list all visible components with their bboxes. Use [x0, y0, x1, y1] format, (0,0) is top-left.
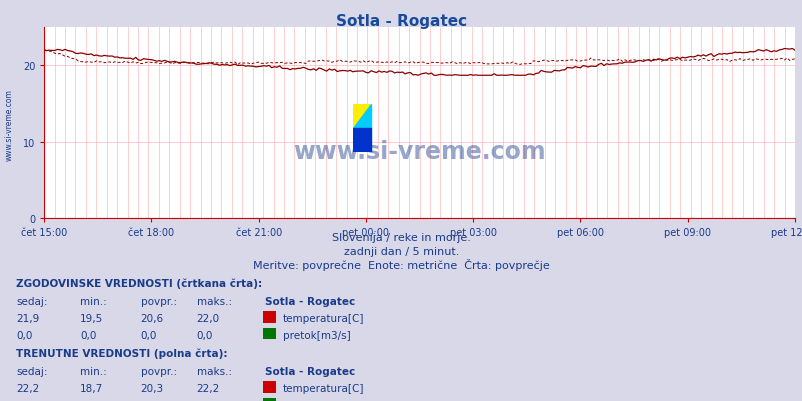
Text: temperatura[C]: temperatura[C]	[282, 383, 363, 393]
Text: 22,2: 22,2	[196, 383, 220, 393]
Text: povpr.:: povpr.:	[140, 296, 176, 306]
Text: 20,3: 20,3	[140, 383, 164, 393]
Text: 18,7: 18,7	[80, 383, 103, 393]
Text: temperatura[C]: temperatura[C]	[282, 314, 363, 324]
Polygon shape	[353, 128, 371, 152]
Text: sedaj:: sedaj:	[16, 366, 47, 376]
Text: 0,0: 0,0	[16, 400, 32, 401]
Text: TRENUTNE VREDNOSTI (polna črta):: TRENUTNE VREDNOSTI (polna črta):	[16, 348, 227, 358]
Text: povpr.:: povpr.:	[140, 366, 176, 376]
Text: www.si-vreme.com: www.si-vreme.com	[293, 140, 545, 164]
Text: pretok[m3/s]: pretok[m3/s]	[282, 400, 350, 401]
Text: maks.:: maks.:	[196, 366, 232, 376]
Text: 0,0: 0,0	[80, 330, 96, 340]
Text: 21,9: 21,9	[16, 314, 39, 324]
Text: 19,5: 19,5	[80, 314, 103, 324]
Text: min.:: min.:	[80, 366, 107, 376]
Text: maks.:: maks.:	[196, 296, 232, 306]
Text: zadnji dan / 5 minut.: zadnji dan / 5 minut.	[343, 247, 459, 257]
Text: 22,2: 22,2	[16, 383, 39, 393]
Text: pretok[m3/s]: pretok[m3/s]	[282, 330, 350, 340]
Text: Sotla - Rogatec: Sotla - Rogatec	[265, 296, 354, 306]
Text: 0,0: 0,0	[80, 400, 96, 401]
Text: Slovenija / reke in morje.: Slovenija / reke in morje.	[332, 233, 470, 243]
Text: 0,0: 0,0	[140, 330, 156, 340]
Text: 0,0: 0,0	[16, 330, 32, 340]
Text: 0,0: 0,0	[196, 330, 213, 340]
Polygon shape	[353, 104, 371, 128]
Text: sedaj:: sedaj:	[16, 296, 47, 306]
Text: 0,0: 0,0	[196, 400, 213, 401]
Text: Meritve: povprečne  Enote: metrične  Črta: povprečje: Meritve: povprečne Enote: metrične Črta:…	[253, 259, 549, 271]
Text: Sotla - Rogatec: Sotla - Rogatec	[335, 14, 467, 29]
Text: 22,0: 22,0	[196, 314, 220, 324]
Polygon shape	[353, 104, 371, 128]
Text: min.:: min.:	[80, 296, 107, 306]
Text: ZGODOVINSKE VREDNOSTI (črtkana črta):: ZGODOVINSKE VREDNOSTI (črtkana črta):	[16, 278, 262, 289]
Text: 20,6: 20,6	[140, 314, 164, 324]
Text: Sotla - Rogatec: Sotla - Rogatec	[265, 366, 354, 376]
Text: www.si-vreme.com: www.si-vreme.com	[5, 89, 14, 160]
Text: 0,0: 0,0	[140, 400, 156, 401]
